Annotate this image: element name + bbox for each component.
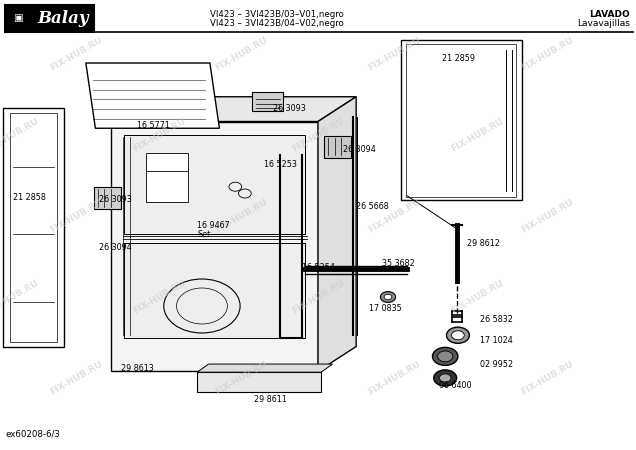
Bar: [146, 166, 188, 202]
Text: FIX-HUB.RU: FIX-HUB.RU: [366, 198, 422, 234]
Text: 29 8612: 29 8612: [467, 239, 501, 248]
Text: FIX-HUB.RU: FIX-HUB.RU: [449, 279, 505, 315]
Text: 16 5771: 16 5771: [137, 122, 170, 130]
Text: VI423 – 3VI423B/04–V02,negro: VI423 – 3VI423B/04–V02,negro: [210, 19, 343, 28]
Text: FIX-HUB.RU: FIX-HUB.RU: [0, 117, 41, 153]
Polygon shape: [111, 122, 318, 371]
Circle shape: [438, 351, 453, 362]
Circle shape: [439, 374, 451, 382]
Text: 17 0835: 17 0835: [369, 304, 401, 313]
Text: 06 6400: 06 6400: [439, 381, 471, 390]
Text: 26 3094: 26 3094: [99, 243, 131, 252]
Bar: [124, 135, 305, 234]
Text: LAVADO: LAVADO: [589, 10, 630, 19]
Text: FIX-HUB.RU: FIX-HUB.RU: [366, 36, 422, 72]
Polygon shape: [111, 97, 356, 122]
Text: FIX-HUB.RU: FIX-HUB.RU: [214, 360, 270, 396]
Text: FIX-HUB.RU: FIX-HUB.RU: [519, 360, 575, 396]
Text: FIX-HUB.RU: FIX-HUB.RU: [0, 279, 41, 315]
Text: FIX-HUB.RU: FIX-HUB.RU: [366, 360, 422, 396]
Polygon shape: [197, 364, 333, 372]
Text: 35 3682: 35 3682: [382, 259, 414, 268]
Circle shape: [434, 370, 457, 386]
Text: VI423 – 3VI423B/03–V01,negro: VI423 – 3VI423B/03–V01,negro: [210, 10, 343, 19]
Bar: [406, 44, 516, 197]
Polygon shape: [86, 63, 219, 128]
Bar: [5, 5, 94, 32]
Bar: [324, 136, 351, 158]
Text: 26 3094: 26 3094: [343, 145, 376, 154]
Text: 26 5668: 26 5668: [356, 202, 389, 211]
Text: ex60208-6/3: ex60208-6/3: [5, 430, 60, 439]
Circle shape: [384, 294, 392, 300]
Circle shape: [380, 292, 396, 302]
Text: FIX-HUB.RU: FIX-HUB.RU: [519, 198, 575, 234]
Text: FIX-HUB.RU: FIX-HUB.RU: [48, 36, 104, 72]
Bar: [401, 40, 522, 200]
Text: 26 5832: 26 5832: [480, 315, 513, 324]
Text: FIX-HUB.RU: FIX-HUB.RU: [290, 117, 346, 153]
Text: FIX-HUB.RU: FIX-HUB.RU: [214, 198, 270, 234]
Bar: [252, 92, 283, 111]
Text: 16 9467: 16 9467: [197, 221, 230, 230]
Text: FIX-HUB.RU: FIX-HUB.RU: [290, 279, 346, 315]
Text: 17 1024: 17 1024: [480, 336, 513, 345]
Text: FIX-HUB.RU: FIX-HUB.RU: [519, 36, 575, 72]
Text: 26 3093: 26 3093: [273, 104, 306, 113]
Circle shape: [446, 327, 469, 343]
Text: FIX-HUB.RU: FIX-HUB.RU: [131, 279, 187, 315]
Text: 02 9952: 02 9952: [480, 360, 513, 369]
Text: 16 5254: 16 5254: [302, 263, 335, 272]
Bar: [197, 372, 321, 392]
Text: 26 3093: 26 3093: [99, 195, 131, 204]
Circle shape: [432, 347, 458, 365]
Text: FIX-HUB.RU: FIX-HUB.RU: [449, 117, 505, 153]
Bar: [94, 187, 121, 209]
Text: FIX-HUB.RU: FIX-HUB.RU: [214, 36, 270, 72]
Bar: [146, 153, 188, 171]
Bar: [10, 112, 57, 342]
Text: FIX-HUB.RU: FIX-HUB.RU: [48, 198, 104, 234]
Text: 21 2858: 21 2858: [13, 194, 46, 202]
Text: FIX-HUB.RU: FIX-HUB.RU: [131, 117, 187, 153]
Polygon shape: [318, 97, 356, 371]
Text: 16 5253: 16 5253: [264, 160, 297, 169]
Text: 29 8611: 29 8611: [254, 395, 287, 404]
Circle shape: [452, 331, 464, 340]
Text: FIX-HUB.RU: FIX-HUB.RU: [48, 360, 104, 396]
Text: ▣: ▣: [13, 14, 23, 23]
Text: Set: Set: [197, 230, 211, 239]
Text: 29 8613: 29 8613: [121, 364, 153, 373]
Text: Lavavajillas: Lavavajillas: [577, 19, 630, 28]
Text: 21 2859: 21 2859: [442, 54, 475, 63]
Text: Balay: Balay: [38, 10, 89, 27]
Bar: [124, 243, 305, 338]
Bar: [3, 108, 64, 346]
